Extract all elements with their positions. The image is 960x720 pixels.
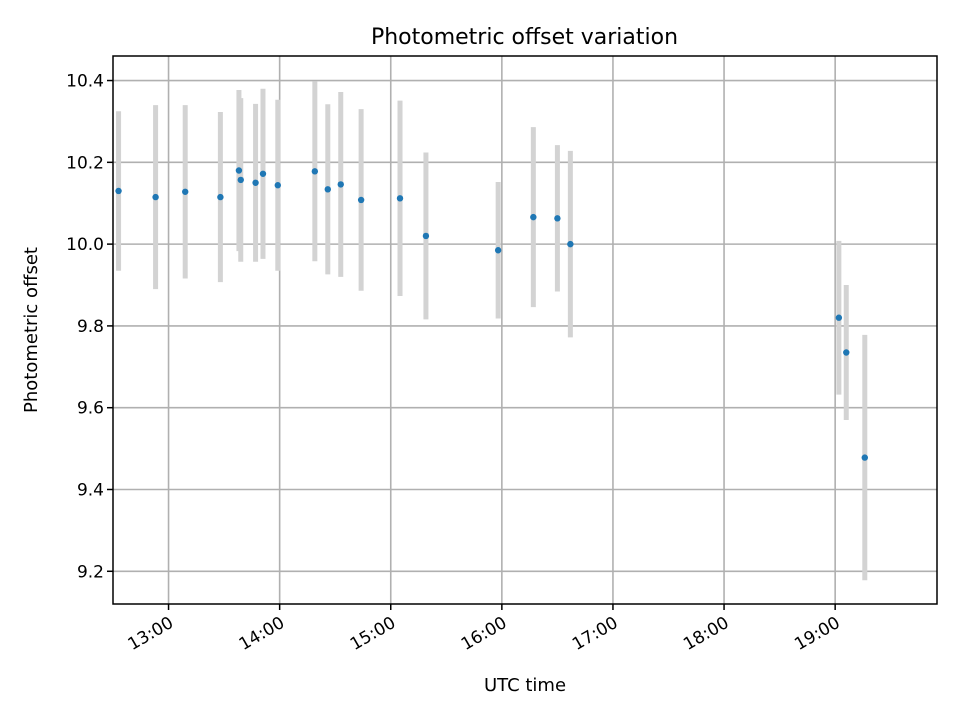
data-point <box>217 193 224 201</box>
data-point <box>567 240 574 248</box>
data-point <box>843 349 850 356</box>
y-tick-label: 9.6 <box>77 399 104 419</box>
x-tick-label: 14:00 <box>236 613 288 655</box>
data-point <box>494 247 502 254</box>
data-point <box>152 193 159 201</box>
data-point <box>861 454 868 461</box>
data-point <box>237 176 244 184</box>
errorbar-layer <box>116 81 868 581</box>
x-tick-label: 13:00 <box>125 613 177 655</box>
y-tick-label: 10.2 <box>66 153 104 173</box>
plot-frame <box>112 55 938 605</box>
data-point <box>396 195 404 202</box>
data-point <box>357 196 365 204</box>
data-point <box>182 188 189 195</box>
data-point <box>311 168 319 175</box>
x-tick-label: 19:00 <box>791 613 843 655</box>
data-point <box>530 213 537 221</box>
data-point <box>554 215 561 222</box>
data-point <box>252 179 259 186</box>
data-point <box>337 181 344 188</box>
y-tick-label: 9.4 <box>77 480 104 500</box>
data-point <box>324 186 331 193</box>
data-point <box>835 314 843 321</box>
x-axis-label: UTC time <box>484 675 566 696</box>
x-tick-label: 16:00 <box>458 613 510 655</box>
chart-title: Photometric offset variation <box>371 25 678 50</box>
x-tick-label: 15:00 <box>347 613 399 655</box>
x-tick-label: 17:00 <box>569 613 621 655</box>
x-tick-label: 18:00 <box>680 613 732 655</box>
data-point <box>259 170 267 177</box>
y-axis-label: Photometric offset <box>21 247 42 413</box>
data-point <box>274 182 281 189</box>
point-layer <box>115 167 868 461</box>
data-point <box>235 167 243 174</box>
data-point <box>115 187 122 195</box>
y-tick-label: 10.0 <box>66 235 104 255</box>
data-point <box>422 232 430 240</box>
y-tick-label: 9.8 <box>77 317 104 337</box>
y-tick-label: 9.2 <box>77 562 104 582</box>
y-tick-label: 10.4 <box>66 72 104 92</box>
grid-layer <box>113 56 937 604</box>
